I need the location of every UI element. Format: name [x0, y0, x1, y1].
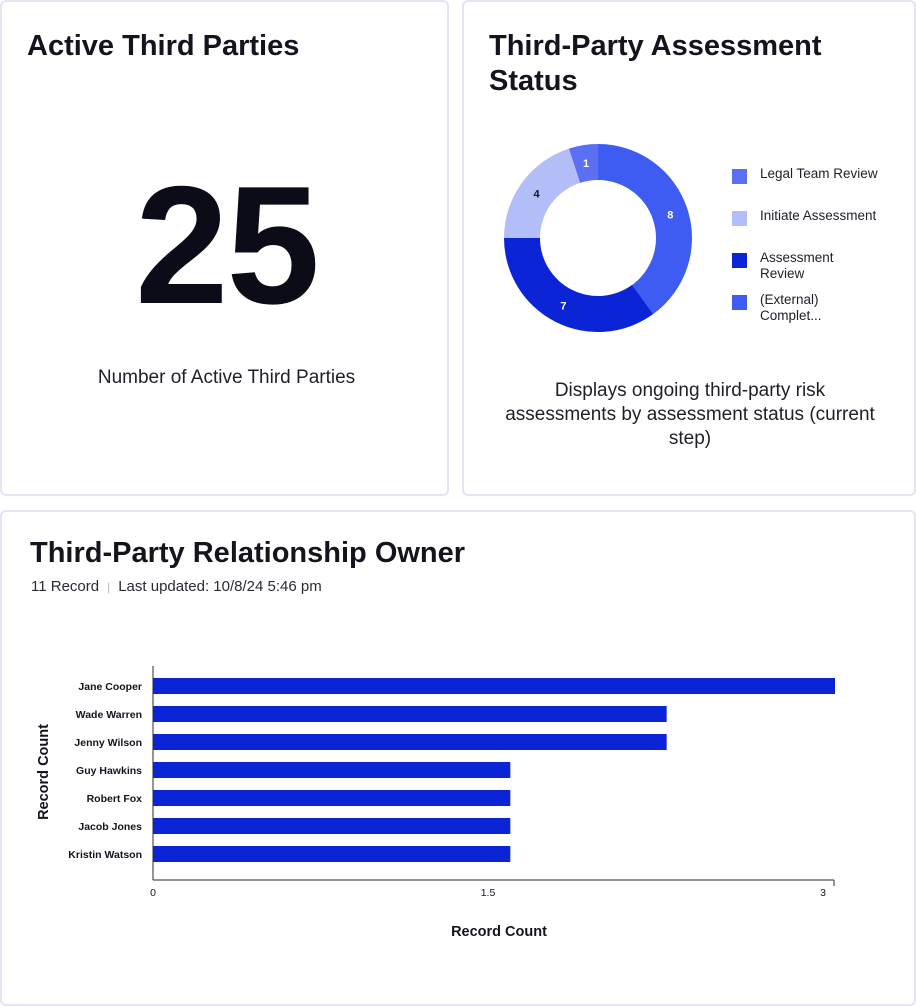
- donut-slice[interactable]: [504, 148, 581, 238]
- card-meta: 11 Record | Last updated: 10/8/24 5:46 pm: [31, 578, 322, 595]
- y-axis-title: Record Count: [36, 724, 52, 820]
- legend-label: Initiate Assessment: [760, 208, 877, 223]
- legend-item[interactable]: Assessment Review: [732, 250, 912, 292]
- last-updated: Last updated: 10/8/24 5:46 pm: [118, 578, 322, 595]
- legend-swatch: [732, 253, 747, 268]
- donut-slice[interactable]: [598, 144, 692, 315]
- bar[interactable]: [153, 678, 835, 694]
- donut-slice[interactable]: [504, 238, 654, 332]
- chart-legend: Legal Team Review Initiate Assessment Asse…: [732, 166, 912, 334]
- category-label: Kristin Watson: [68, 849, 142, 861]
- legend-item[interactable]: Initiate Assessment: [732, 208, 912, 250]
- slice-value-label: 7: [560, 301, 566, 313]
- bar[interactable]: [153, 846, 511, 862]
- slice-value-label: 8: [667, 210, 673, 222]
- card-title: Third-Party Relationship Owner: [30, 537, 466, 569]
- active-count-value: 25: [135, 151, 320, 339]
- x-tick-label: 3: [820, 887, 826, 899]
- donut-slice[interactable]: [568, 144, 598, 183]
- active-third-parties-card: Active Third Parties 25 Number of Active…: [0, 0, 449, 496]
- record-count: 11 Record: [31, 578, 100, 595]
- bar[interactable]: [153, 734, 667, 750]
- x-tick-label: 1.5: [481, 887, 496, 899]
- category-label: Jacob Jones: [78, 821, 142, 833]
- legend-item[interactable]: Legal Team Review: [732, 166, 912, 208]
- category-label: Jenny Wilson: [74, 737, 142, 749]
- bar[interactable]: [153, 762, 511, 778]
- category-label: Guy Hawkins: [76, 765, 142, 777]
- card-title: Active Third Parties: [27, 30, 300, 62]
- legend-label: Legal Team Review: [760, 166, 878, 181]
- meta-separator: |: [107, 580, 111, 594]
- active-count-caption: Number of Active Third Parties: [97, 367, 356, 388]
- bar[interactable]: [153, 706, 667, 722]
- category-label: Wade Warren: [76, 709, 142, 721]
- legend-swatch: [732, 211, 747, 226]
- slice-value-label: 1: [583, 158, 589, 170]
- bar[interactable]: [153, 790, 511, 806]
- chart-description: Displays ongoing third-party risk assess…: [505, 380, 875, 449]
- legend-label: Assessment Review: [760, 250, 834, 281]
- bar-chart: Jane Cooper Wade Warren Jenny Wilson Guy Ha…: [36, 666, 835, 940]
- legend-swatch: [732, 169, 747, 184]
- slice-value-label: 4: [533, 188, 540, 200]
- legend-item[interactable]: (External) Complet...: [732, 292, 912, 334]
- donut-chart: 8 7 4 1: [504, 144, 692, 332]
- category-label: Jane Cooper: [78, 681, 142, 693]
- assessment-status-card: Third-Party Assessment Status 8 7 4 1 Legal…: [462, 0, 916, 496]
- bar[interactable]: [153, 818, 511, 834]
- legend-swatch: [732, 295, 747, 310]
- x-tick-label: 0: [150, 887, 156, 899]
- legend-label: (External) Complet...: [760, 292, 822, 323]
- relationship-owner-card: Third-Party Relationship Owner 11 Record…: [0, 510, 916, 1006]
- x-axis-title: Record Count: [451, 924, 547, 940]
- card-title: Third-Party Assessment Status: [489, 30, 822, 97]
- category-label: Robert Fox: [87, 793, 143, 805]
